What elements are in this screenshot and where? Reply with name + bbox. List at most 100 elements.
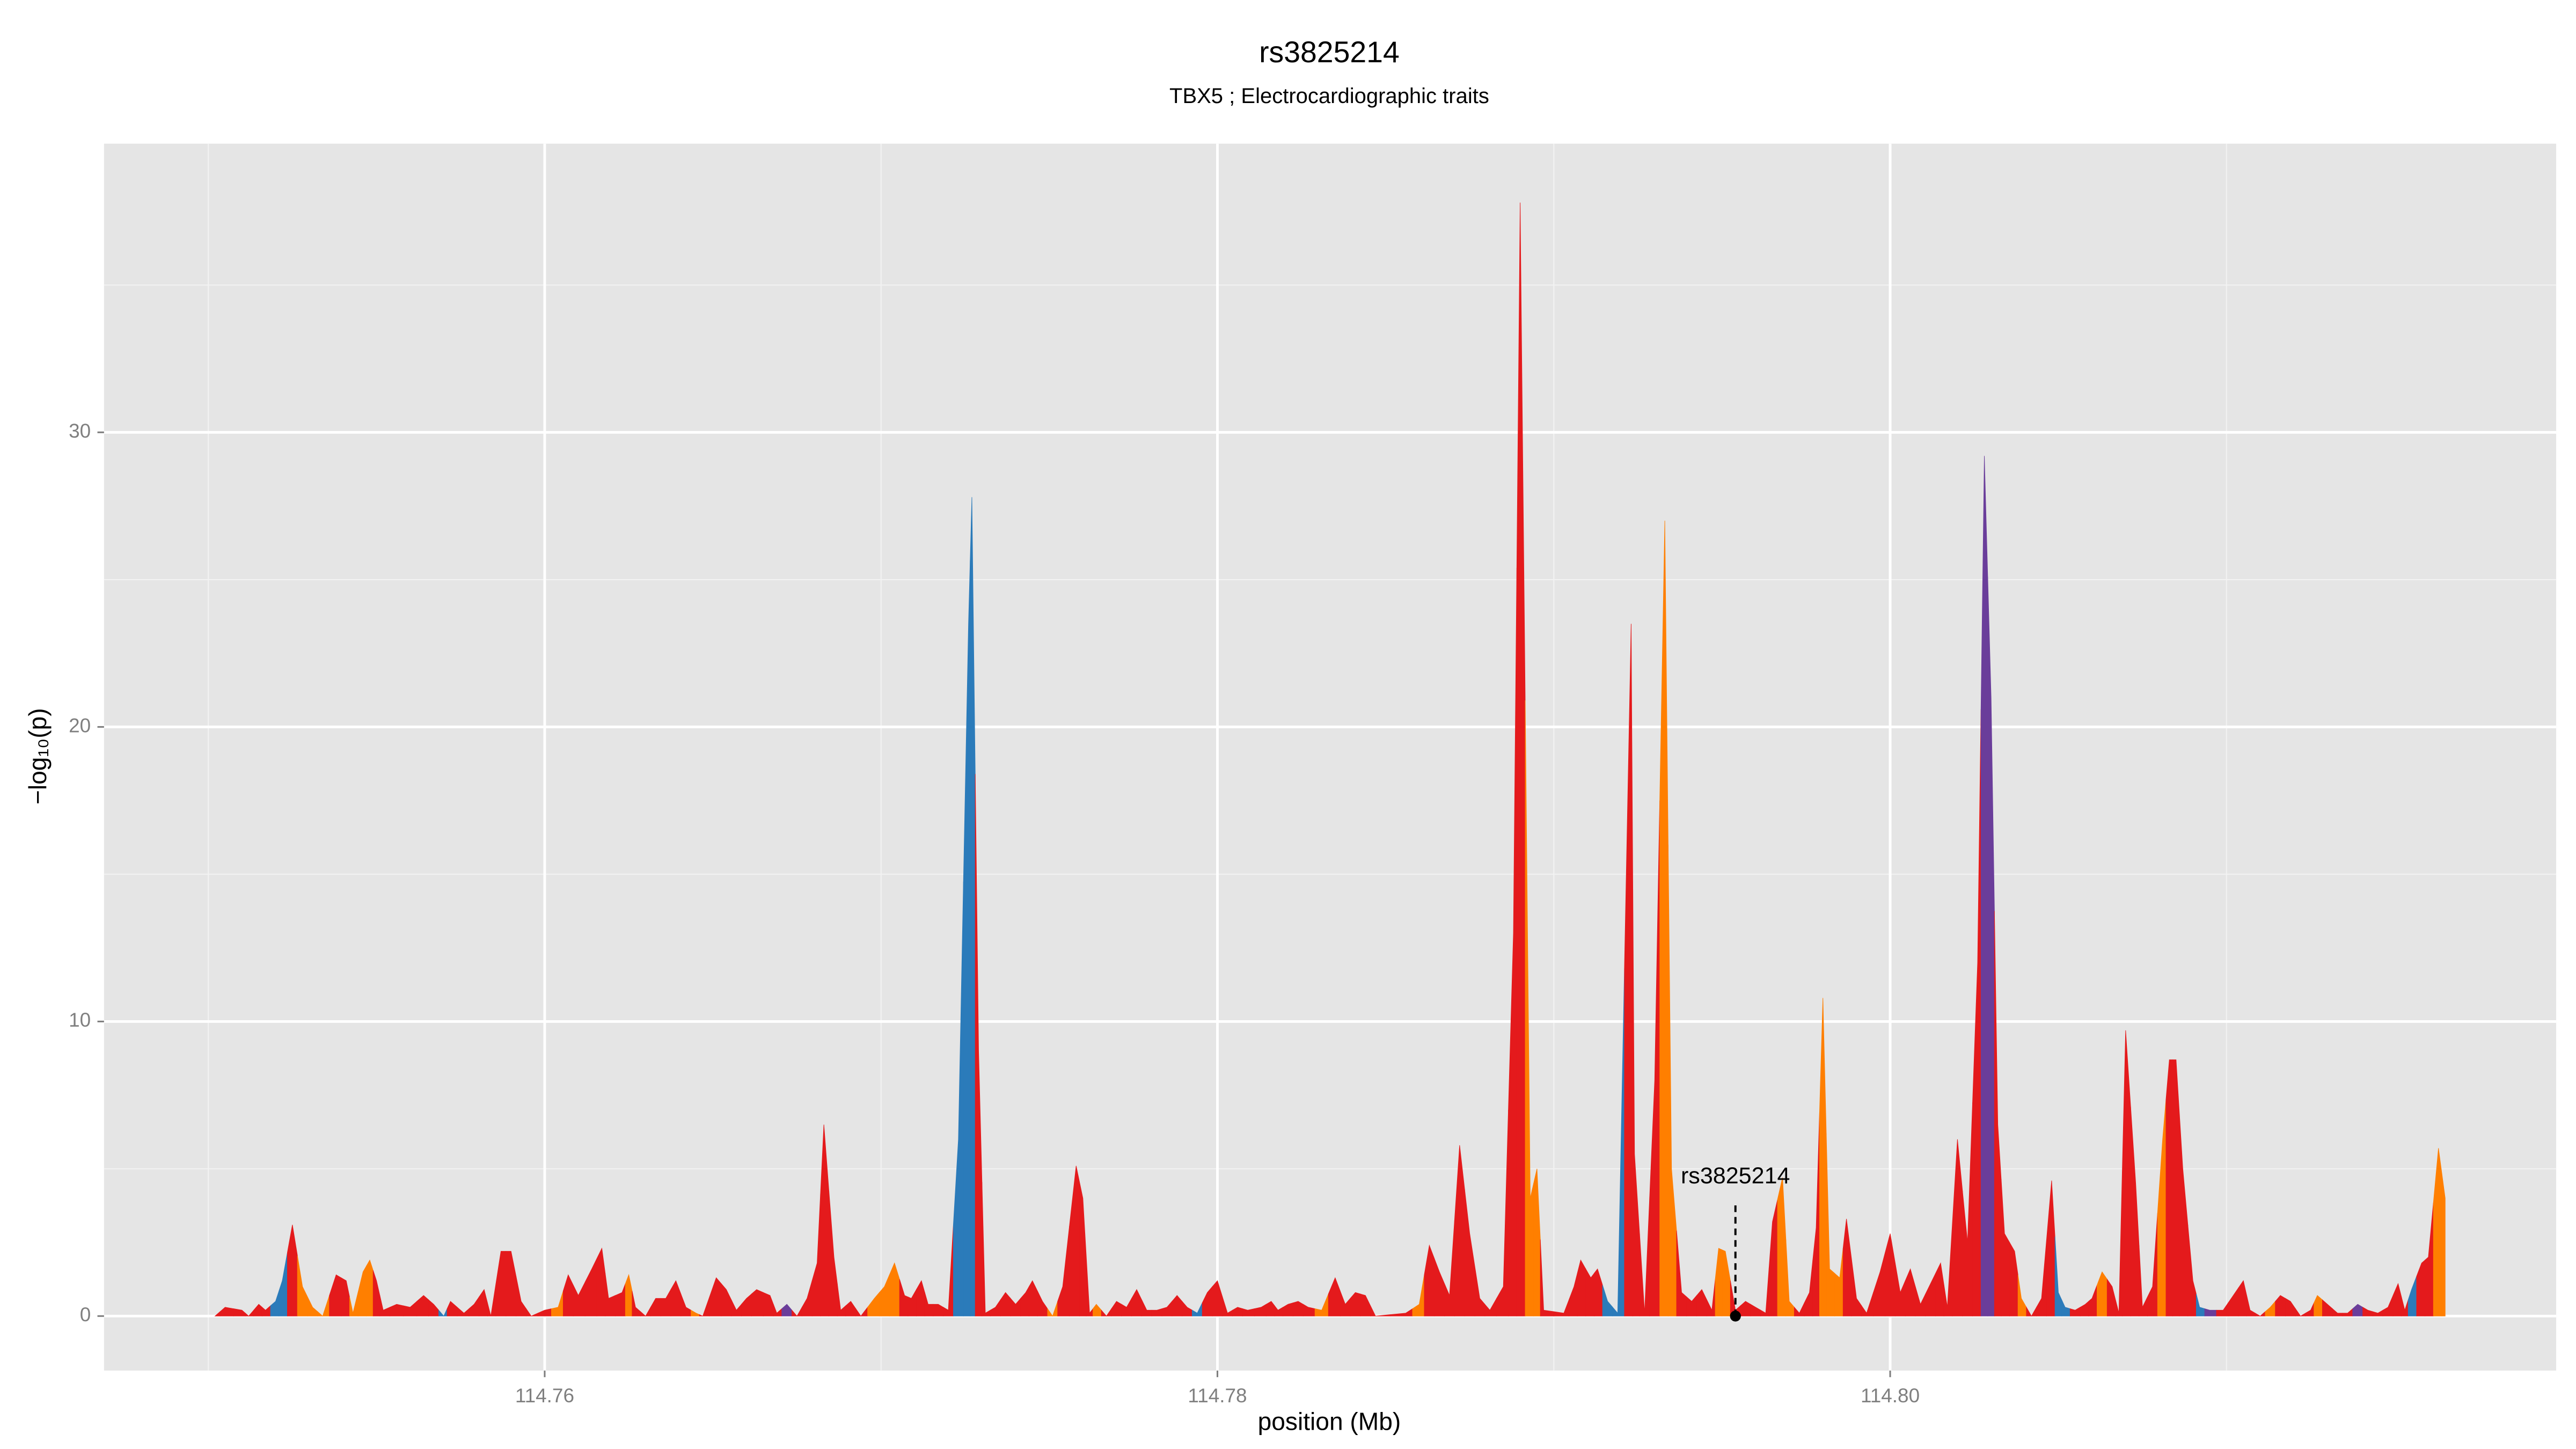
area-segment xyxy=(640,1306,651,1317)
area-segment xyxy=(329,1274,342,1316)
area-segment xyxy=(2332,1308,2343,1316)
area-segment xyxy=(845,1301,857,1316)
area-segment xyxy=(1696,1289,1707,1316)
area-segment xyxy=(584,1258,597,1316)
area-segment xyxy=(625,1274,633,1316)
area-segment xyxy=(1707,1279,1716,1316)
area-segment xyxy=(261,1305,271,1316)
area-segment xyxy=(1037,1291,1048,1316)
area-segment xyxy=(1444,1220,1455,1316)
area-segment xyxy=(1057,1226,1070,1316)
annotation-label: rs3825214 xyxy=(1681,1163,1790,1189)
area-segment xyxy=(2046,1180,2055,1316)
area-segment xyxy=(2342,1308,2353,1316)
area-segment xyxy=(516,1276,526,1316)
area-segment xyxy=(1508,568,1517,1316)
area-segment xyxy=(975,774,983,1316)
area-segment xyxy=(495,1251,507,1316)
area-segment xyxy=(1594,1268,1603,1316)
area-segment xyxy=(1464,1189,1475,1316)
x-tick-label: 114.78 xyxy=(1188,1385,1247,1407)
area-segment xyxy=(1812,1113,1820,1316)
area-segment xyxy=(1540,1239,1554,1316)
area-segment xyxy=(781,1304,793,1316)
area-segment xyxy=(1915,1286,1926,1316)
area-segment xyxy=(253,1304,262,1316)
area-segment xyxy=(1715,1248,1723,1316)
area-segment xyxy=(1293,1301,1304,1316)
area-segment xyxy=(1274,1305,1284,1316)
area-segment xyxy=(2392,1283,2402,1316)
area-segment xyxy=(1686,1294,1697,1316)
area-segment xyxy=(943,1225,954,1316)
area-segment xyxy=(2061,1299,2070,1316)
area-segment xyxy=(457,1306,470,1316)
area-segment xyxy=(741,1293,752,1316)
area-segment xyxy=(1141,1299,1152,1316)
area-segment xyxy=(1639,1196,1650,1316)
area-segment xyxy=(1612,968,1625,1316)
area-segment xyxy=(650,1298,661,1316)
area-segment xyxy=(1328,1277,1341,1316)
area-segment xyxy=(1131,1289,1142,1316)
area-segment xyxy=(899,1279,909,1316)
area-segment xyxy=(1525,700,1534,1316)
area-segment xyxy=(447,1301,458,1316)
area-segment xyxy=(479,1289,488,1316)
area-segment xyxy=(2009,1241,2018,1316)
area-segment xyxy=(1093,1304,1102,1316)
area-segment xyxy=(2026,1306,2037,1317)
area-segment xyxy=(792,1306,802,1317)
area-segment xyxy=(279,1253,288,1316)
area-segment xyxy=(680,1293,692,1316)
area-segment xyxy=(2106,1278,2116,1316)
area-segment xyxy=(2069,1307,2081,1316)
area-segment xyxy=(349,1292,358,1316)
area-segment xyxy=(1302,1304,1315,1316)
area-segment xyxy=(1161,1300,1173,1316)
area-segment xyxy=(933,1304,944,1316)
area-segment xyxy=(605,1273,616,1316)
area-segment xyxy=(506,1251,517,1316)
area-segment xyxy=(1834,1248,1843,1316)
area-segment xyxy=(2433,1148,2442,1316)
area-segment xyxy=(1222,1297,1233,1316)
x-tick-label: 114.80 xyxy=(1861,1385,1920,1407)
area-segment xyxy=(562,1274,574,1316)
area-segment xyxy=(2001,1179,2010,1316)
area-segment xyxy=(1553,1299,1569,1316)
area-segment xyxy=(1121,1297,1132,1316)
area-segment xyxy=(2255,1311,2266,1316)
area-segment xyxy=(1894,1263,1906,1316)
area-segment xyxy=(1826,1133,1835,1316)
area-segment xyxy=(2187,1225,2197,1316)
area-segment xyxy=(233,1308,246,1316)
area-segment xyxy=(1484,1297,1497,1316)
area-segment xyxy=(219,1307,234,1316)
area-segment xyxy=(751,1289,764,1316)
area-segment xyxy=(829,1190,838,1316)
chart-title: rs3825214 xyxy=(1259,35,1400,69)
area-segment xyxy=(537,1308,552,1316)
area-segment xyxy=(2196,1294,2205,1316)
area-segment xyxy=(2285,1298,2296,1316)
area-segment xyxy=(317,1295,330,1317)
area-segment xyxy=(837,1283,846,1316)
area-segment xyxy=(469,1296,480,1316)
area-segment xyxy=(699,1297,710,1316)
area-segment xyxy=(1340,1291,1351,1316)
area-segment xyxy=(670,1280,682,1316)
area-segment xyxy=(1819,998,1827,1316)
area-segment xyxy=(1676,1231,1687,1316)
area-segment xyxy=(1086,1255,1094,1316)
area-segment xyxy=(990,1299,1001,1316)
area-segment xyxy=(551,1291,564,1316)
area-segment xyxy=(2407,1276,2417,1316)
area-segment xyxy=(2425,1202,2434,1316)
x-axis-label: position (Mb) xyxy=(1258,1407,1401,1435)
area-segment xyxy=(660,1289,671,1316)
area-segment xyxy=(2054,1236,2062,1316)
area-segment xyxy=(1943,1223,1953,1316)
area-segment xyxy=(908,1289,917,1316)
